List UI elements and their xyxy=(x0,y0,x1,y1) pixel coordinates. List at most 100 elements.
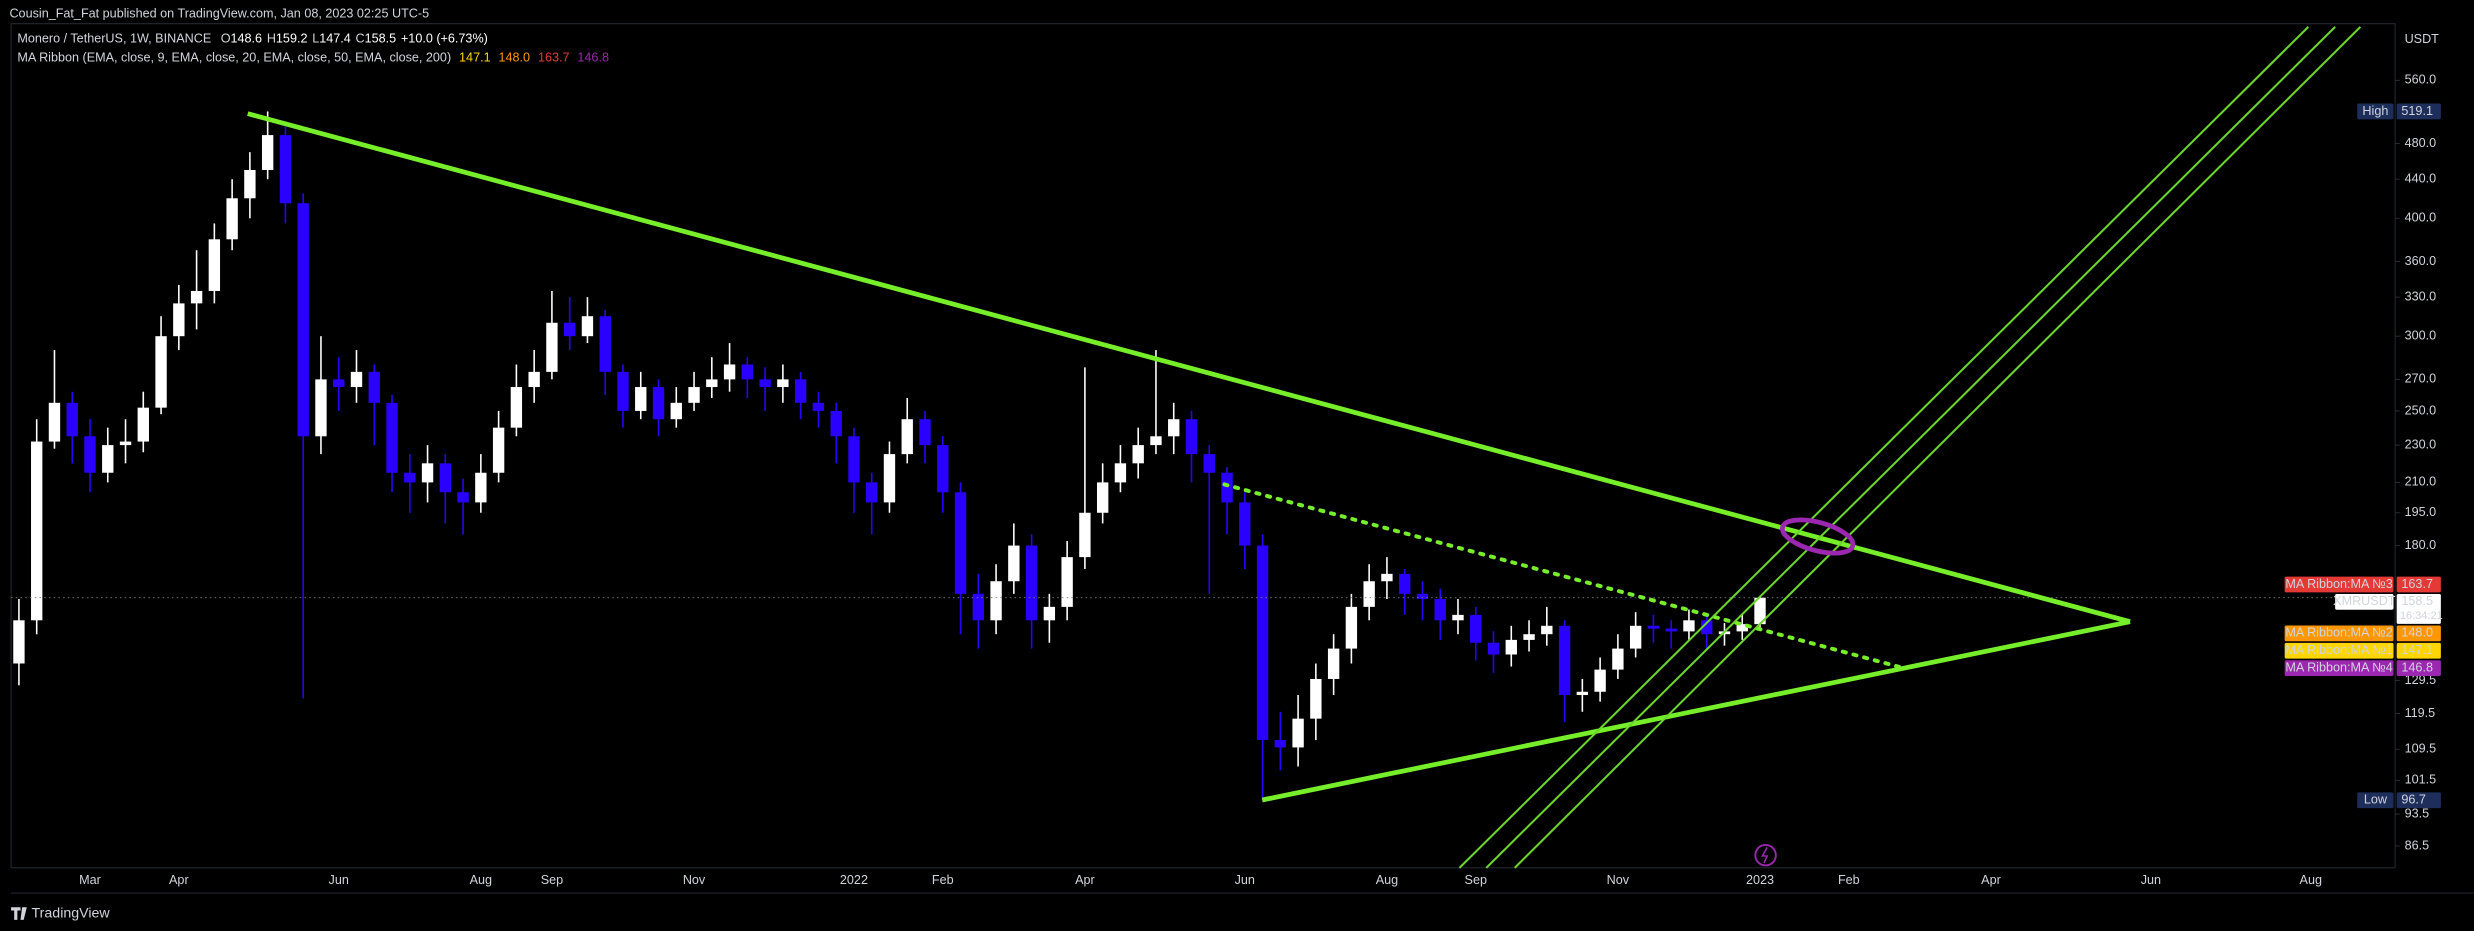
y-tick-label: 230.0 xyxy=(2405,437,2437,451)
y-tick-label: 360.0 xyxy=(2405,254,2437,268)
ohlc-value: 147.4 xyxy=(319,32,351,46)
x-tick-label: Jun xyxy=(2141,873,2161,887)
candle-body xyxy=(1079,512,1091,558)
candle-body xyxy=(1505,639,1517,655)
candle-body xyxy=(652,387,665,420)
ma-value: 163.7 xyxy=(538,51,570,65)
candle-body xyxy=(350,371,363,388)
y-tick-label: 195.0 xyxy=(2405,505,2437,519)
published-line: Cousin_Fat_Fat published on TradingView.… xyxy=(9,7,429,21)
candle-body xyxy=(421,463,434,483)
candle-body xyxy=(1185,419,1198,455)
ma-value: 148.0 xyxy=(499,51,531,65)
x-tick-label: Nov xyxy=(683,873,706,887)
extreme-value: 519.1 xyxy=(2401,104,2433,118)
lower-trendline xyxy=(1261,619,2131,803)
candle-body xyxy=(1416,593,1429,600)
ma-value-bg xyxy=(2396,660,2441,676)
y-tick-label: 400.0 xyxy=(2405,211,2437,225)
candle-body xyxy=(1576,691,1589,696)
y-tick-label: 93.5 xyxy=(2405,806,2430,820)
ma-tag-value: 148.0 xyxy=(2401,626,2433,640)
brand-name: TradingView xyxy=(32,905,111,921)
candle-body xyxy=(510,387,523,428)
candle-body xyxy=(1381,573,1393,582)
ma-value-bg xyxy=(2396,576,2441,593)
symbol: Monero / TetherUS, 1W, BINANCE xyxy=(17,32,211,46)
x-tick-label: Jun xyxy=(329,873,349,887)
x-tick-label: Apr xyxy=(1075,873,1095,887)
channel-line xyxy=(1458,26,2310,869)
candle-body xyxy=(830,410,842,437)
candle-body xyxy=(1647,625,1660,629)
candle-body xyxy=(261,135,274,171)
candle-body xyxy=(137,407,149,442)
y-tick-label: 330.0 xyxy=(2405,289,2437,303)
candle-body xyxy=(1399,573,1411,594)
candle-body xyxy=(688,387,700,403)
y-tick-label: 440.0 xyxy=(2405,172,2437,186)
candle-body xyxy=(1025,545,1038,621)
candle-body xyxy=(1221,472,1233,503)
channel-line xyxy=(1485,26,2336,869)
y-tick-label: 129.5 xyxy=(2405,673,2437,687)
x-tick-label: Sep xyxy=(541,873,563,887)
candle-body xyxy=(972,593,984,621)
extreme-tag-bg xyxy=(2357,103,2394,120)
candle-body xyxy=(954,492,967,594)
x-tick-label: Feb xyxy=(932,873,954,887)
candle-body xyxy=(723,364,736,380)
candle-body xyxy=(244,170,256,199)
event-icon[interactable] xyxy=(1754,844,1777,867)
x-tick-label: Apr xyxy=(169,873,189,887)
y-tick-label: 210.0 xyxy=(2405,475,2437,489)
candle-body xyxy=(706,379,718,388)
brand-logo: TradingView xyxy=(11,905,110,921)
ma-tag-name: MA Ribbon:MA №1 xyxy=(2285,643,2392,657)
dotted-trendline xyxy=(1222,482,1904,670)
y-tick-label: 250.0 xyxy=(2405,403,2437,417)
candle-body xyxy=(190,290,203,304)
candle-body xyxy=(1150,436,1162,446)
candle-body xyxy=(155,336,167,408)
candle-body xyxy=(759,379,771,388)
candle-body xyxy=(670,402,682,420)
ma-value: 147.1 xyxy=(459,51,491,65)
symbol-line: Monero / TetherUS, 1W, BINANCE O148.6 H159… xyxy=(17,32,488,46)
candle-body xyxy=(741,364,754,380)
logo-icon xyxy=(11,907,27,920)
candle-body xyxy=(937,445,949,493)
extreme-tag-label: High xyxy=(2362,104,2388,118)
candle-body xyxy=(315,379,327,437)
candle-body xyxy=(492,427,505,473)
candle-body xyxy=(1114,463,1127,483)
candle-body xyxy=(794,379,807,403)
extreme-tag-bg xyxy=(2357,792,2394,809)
candle-body xyxy=(173,303,185,337)
ma-tag-value: 147.1 xyxy=(2401,643,2433,657)
x-tick-label: Nov xyxy=(1607,873,1630,887)
plot-frame xyxy=(10,23,2396,869)
candle-body xyxy=(1239,502,1251,546)
candle-body xyxy=(1327,648,1340,679)
change: +10.0 (+6.73%) xyxy=(401,32,488,46)
candle-body xyxy=(1612,648,1624,670)
candle-body xyxy=(1310,678,1322,719)
candle-body xyxy=(1665,628,1677,632)
candle-body xyxy=(404,472,416,483)
y-tick-label: 270.0 xyxy=(2405,372,2437,386)
candle-body xyxy=(84,436,96,473)
candle-body xyxy=(475,472,487,503)
candle-body xyxy=(1132,445,1144,464)
ma-tag-value: 146.8 xyxy=(2401,660,2433,674)
candle-body xyxy=(297,203,309,437)
candle-body xyxy=(848,436,860,483)
upper-trendline xyxy=(247,111,2131,624)
candle-body xyxy=(226,198,238,240)
x-tick-label: Aug xyxy=(1376,873,1398,887)
candle-body xyxy=(66,402,78,437)
candle-body xyxy=(439,463,452,493)
